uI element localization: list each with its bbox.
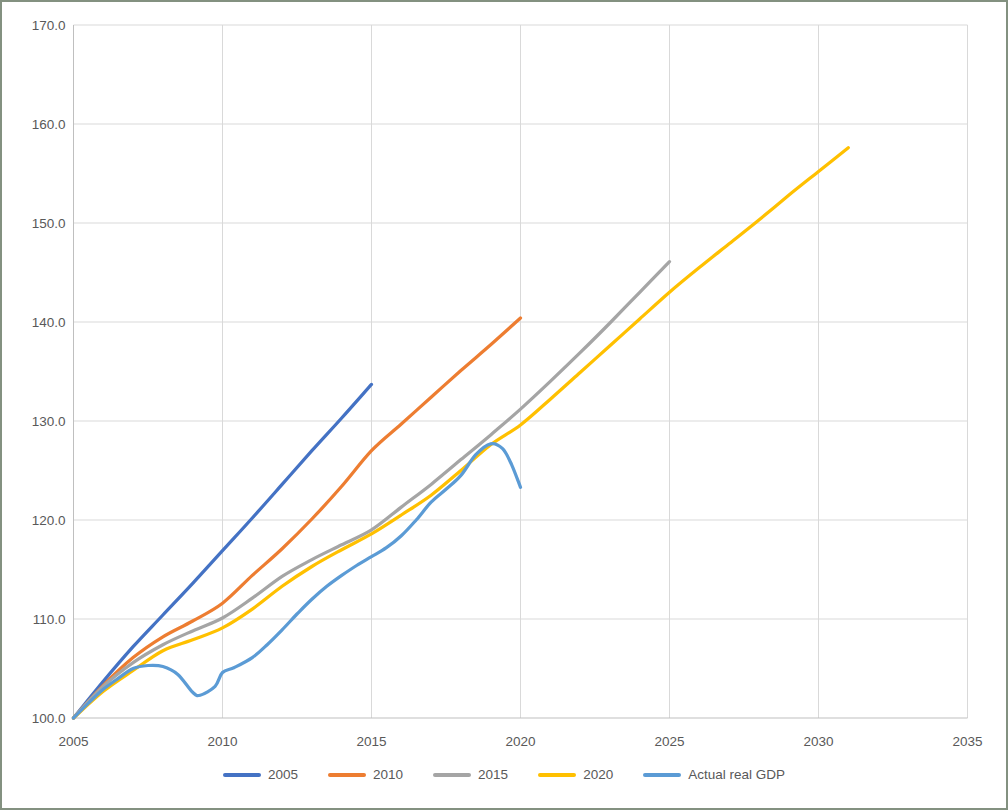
y-tick-label: 120.0 (32, 513, 66, 528)
legend-label: 2020 (583, 768, 613, 782)
legend-label: 2005 (268, 768, 298, 782)
legend-item-2005: 2005 (223, 768, 298, 782)
chart-frame: 2005 2010 2015 2020 2025 2030 2035 100.0 110.0 12… (0, 0, 1008, 810)
legend-item-2020: 2020 (538, 768, 613, 782)
y-tick-label: 130.0 (32, 414, 66, 429)
x-tick-label: 2015 (356, 734, 386, 749)
legend-item-actual-real-gdp: Actual real GDP (643, 768, 785, 782)
y-tick-label: 100.0 (32, 711, 66, 726)
chart-legend: 2005 2010 2015 2020 Actual real GDP (2, 760, 1006, 790)
x-tick-label: 2030 (803, 734, 833, 749)
y-tick-label: 160.0 (32, 117, 66, 132)
y-tick-label: 170.0 (32, 18, 66, 33)
legend-swatch (433, 773, 471, 777)
legend-label: 2015 (478, 768, 508, 782)
legend-swatch (328, 773, 366, 777)
x-tick-label: 2035 (952, 734, 982, 749)
y-tick-label: 150.0 (32, 216, 66, 231)
plot-area: 2005 2010 2015 2020 2025 2030 2035 100.0 110.0 12… (2, 2, 1008, 757)
legend-swatch (643, 773, 681, 777)
legend-label: 2010 (373, 768, 403, 782)
legend-label: Actual real GDP (688, 768, 785, 782)
series-line-actual-real-gdp (74, 444, 521, 718)
y-tick-label: 140.0 (32, 315, 66, 330)
x-tick-label: 2025 (654, 734, 684, 749)
y-tick-label: 110.0 (33, 612, 66, 627)
legend-swatch (538, 773, 576, 777)
legend-swatch (223, 773, 261, 777)
x-tick-label: 2020 (505, 734, 535, 749)
x-tick-label: 2005 (58, 734, 88, 749)
x-tick-label: 2010 (207, 734, 237, 749)
legend-item-2010: 2010 (328, 768, 403, 782)
legend-item-2015: 2015 (433, 768, 508, 782)
